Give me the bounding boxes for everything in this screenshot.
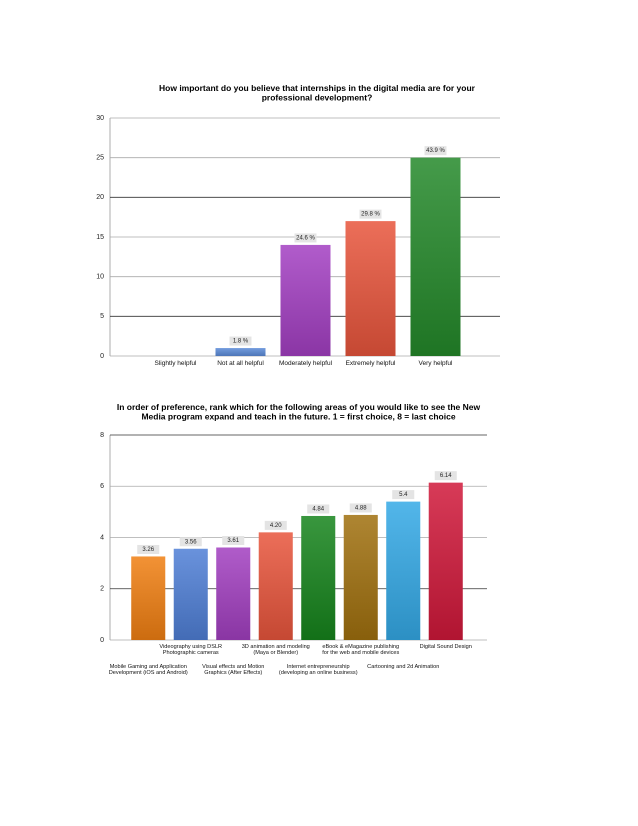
bar-shade (258, 532, 293, 640)
bar-shade (345, 221, 396, 356)
x-tick-label: Cartooning and 2d Animation (367, 664, 440, 670)
value-label-box (294, 233, 317, 243)
x-tick-label: eBook & eMagazine publishing for the web… (322, 644, 400, 657)
bar-shade (131, 556, 166, 640)
value-label: 29.8 % (361, 212, 380, 218)
bar-shade (301, 515, 336, 640)
value-label-box (264, 520, 287, 530)
value-label: 6.14 (440, 473, 452, 479)
x-tick-label: 3D animation and modeling (Maya or Blend… (241, 644, 310, 657)
value-label: 1.8 % (233, 339, 249, 345)
bar-shade (428, 482, 463, 640)
value-label: 5.4 (399, 492, 408, 498)
x-tick-label: Internet entrepreneurship (developing an… (278, 664, 358, 677)
value-label-box (392, 490, 415, 500)
value-label: 3.61 (227, 538, 239, 544)
bar-shade (386, 501, 421, 640)
value-label-box (179, 537, 202, 547)
value-label-box (307, 504, 330, 514)
x-tick-label: Not at all helpful (217, 360, 264, 367)
value-label-box (424, 146, 447, 156)
bar-shade (216, 547, 251, 640)
value-label: 24.6 % (296, 236, 315, 242)
x-tick-label: Visual effects and Motion Graphics (Afte… (202, 664, 265, 677)
chart-title: How important do you believe that intern… (159, 83, 476, 103)
x-tick-label: Mobile Gaming and Application Developmen… (108, 664, 188, 677)
bar-shade (343, 514, 378, 640)
bar-shade (173, 548, 208, 640)
value-label: 3.26 (142, 547, 154, 553)
value-label: 43.9 % (426, 148, 445, 154)
x-tick-label: Extremely helpful (345, 360, 396, 367)
value-label: 4.20 (270, 523, 282, 529)
value-label-box (359, 209, 382, 219)
bar-shade (410, 157, 461, 356)
value-label-box (222, 535, 245, 545)
value-label-box (229, 336, 252, 346)
value-label: 4.88 (355, 506, 367, 512)
y-tick-label: 2 (100, 586, 104, 593)
value-label-box (434, 471, 457, 481)
x-tick-label: Digital Sound Design (419, 644, 472, 650)
y-tick-label: 4 (100, 534, 104, 541)
y-tick-label: 30 (96, 115, 104, 122)
value-label: 3.56 (185, 539, 197, 545)
y-tick-label: 25 (96, 155, 104, 162)
bar-shade (215, 348, 266, 356)
chart-title: In order of preference, rank which for t… (117, 402, 481, 422)
y-tick-label: 15 (96, 234, 104, 241)
x-tick-label: Very helpful (418, 360, 453, 367)
y-tick-label: 5 (100, 313, 104, 320)
y-tick-label: 8 (100, 432, 104, 439)
y-tick-label: 0 (100, 637, 104, 644)
bar-shade (280, 244, 331, 356)
y-tick-label: 20 (96, 194, 104, 201)
x-tick-label: Videography using DSLR Photographic came… (159, 644, 223, 657)
y-tick-label: 10 (96, 274, 104, 281)
y-tick-label: 0 (100, 353, 104, 360)
x-tick-label: Slightly helpful (154, 360, 197, 367)
value-label: 4.84 (312, 507, 324, 513)
value-label-box (349, 503, 372, 513)
x-tick-label: Moderately helpful (278, 360, 333, 367)
value-label-box (137, 544, 160, 554)
y-tick-label: 6 (100, 483, 104, 490)
